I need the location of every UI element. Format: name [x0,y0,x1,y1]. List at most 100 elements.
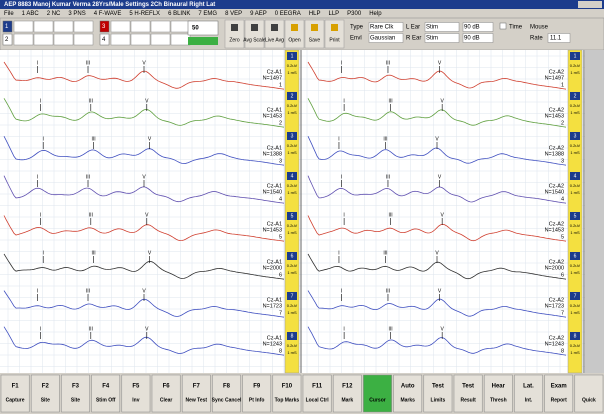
channel-field[interactable] [53,20,74,33]
time-checkbox[interactable] [499,22,507,30]
setting-field[interactable] [462,33,494,43]
function-key[interactable] [121,374,151,413]
function-key[interactable] [453,374,483,413]
function-key[interactable] [302,374,332,413]
strip-number-box[interactable] [287,52,297,60]
toolbar-button[interactable] [324,19,345,49]
menu-item[interactable]: 0 EEGRA [275,11,301,17]
function-key[interactable] [0,374,30,413]
strip-number-box[interactable] [570,252,580,260]
channel-field[interactable] [33,20,54,33]
level-field[interactable] [187,20,219,36]
channel-field[interactable] [130,33,151,46]
function-key[interactable] [574,374,604,413]
setting-field[interactable] [462,22,494,32]
channel-box[interactable] [2,20,13,33]
menu-item[interactable]: 9 AEP [250,11,267,17]
function-key[interactable] [30,374,60,413]
channel-field[interactable] [110,33,131,46]
function-key[interactable] [242,374,272,413]
menu-item[interactable]: 4 F-WAVE [94,11,122,17]
function-key[interactable] [423,374,453,413]
channel-field[interactable] [13,33,34,46]
channel-field[interactable] [73,20,94,33]
function-key-code: F9 [253,384,261,390]
channel-box[interactable] [99,20,110,33]
sweep-count: N=1243 [263,341,282,347]
setting-field[interactable] [368,33,404,43]
channel-field[interactable] [53,33,74,46]
strip-scale: 0.2uV [570,223,581,228]
channel-field[interactable] [73,33,94,46]
site-label: Cz-A2 [549,297,564,303]
strip-number-box[interactable] [287,212,297,220]
channel-field[interactable] [170,20,191,33]
menu-item[interactable]: 1 ABC [22,11,40,17]
function-key[interactable] [91,374,121,413]
function-key[interactable] [61,374,90,413]
toolbar-button[interactable] [224,19,245,49]
strip-number-box[interactable] [287,132,297,140]
strip-number-box[interactable] [287,92,297,100]
strip-number-box[interactable] [570,332,580,340]
menu-item[interactable]: LLP [328,11,339,17]
channel-field[interactable] [130,20,151,33]
menu-item[interactable]: HLP [309,11,321,17]
channel-field[interactable] [150,33,171,46]
strip-scale: 0.2uV [287,263,298,268]
strip-number-box[interactable] [570,92,580,100]
toolbar-button[interactable] [284,19,305,49]
function-key[interactable] [151,374,181,413]
menu-item[interactable]: File [4,11,14,17]
strip-number-box[interactable] [287,172,297,180]
function-key[interactable] [514,374,543,413]
strip-number-box[interactable] [570,292,580,300]
toolbar-button[interactable] [244,19,265,49]
setting-field[interactable] [424,22,460,32]
strip-number-box[interactable] [287,292,297,300]
function-key[interactable] [181,374,211,413]
channel-field[interactable] [33,33,54,46]
menu-item[interactable]: 3 PNS [68,11,85,17]
strip-number-box[interactable] [287,332,297,340]
function-key[interactable] [272,374,302,413]
function-key[interactable] [483,374,513,413]
strip-number-box[interactable] [570,132,580,140]
sweep-count: N=1388 [263,151,282,157]
channel-field[interactable] [150,20,171,33]
channel-box[interactable] [2,33,13,46]
strip-scale: 1 mS [570,310,580,315]
channel-field[interactable] [110,20,131,33]
toolbar-button[interactable] [304,19,325,49]
trace-number: 5 [561,234,564,240]
function-key[interactable] [393,374,423,413]
function-key[interactable] [212,374,241,413]
menu-item[interactable]: 7 EMG [198,11,217,17]
strip-number-box[interactable] [287,252,297,260]
menu-item[interactable]: P300 [347,11,362,17]
strip-number-box[interactable] [570,212,580,220]
function-key[interactable] [363,374,392,413]
menu-item[interactable]: Help [369,11,382,17]
function-key[interactable] [332,374,362,413]
toolbar-button[interactable] [264,19,285,49]
channel-box[interactable] [99,33,110,46]
channel-field[interactable] [13,20,34,33]
scrollbar[interactable] [585,50,604,373]
function-key[interactable] [544,374,574,413]
setting-field[interactable] [368,22,404,32]
menu-item[interactable]: 2 NC [47,11,61,17]
window-controls[interactable] [578,1,602,8]
rate-field[interactable] [547,33,571,43]
menu-item[interactable]: 5 H-REFLX [129,11,160,17]
menu-item[interactable]: 8 VEP [225,11,242,17]
menu-item[interactable]: 6 BLINK [168,11,190,17]
channel-field[interactable] [170,33,191,46]
setting-field[interactable] [424,33,460,43]
strip-number-box[interactable] [570,172,580,180]
peak-label: III [388,98,392,104]
strip-number-box[interactable] [570,52,580,60]
function-key-label: Clear [160,397,173,403]
peak-label: V [142,288,146,294]
